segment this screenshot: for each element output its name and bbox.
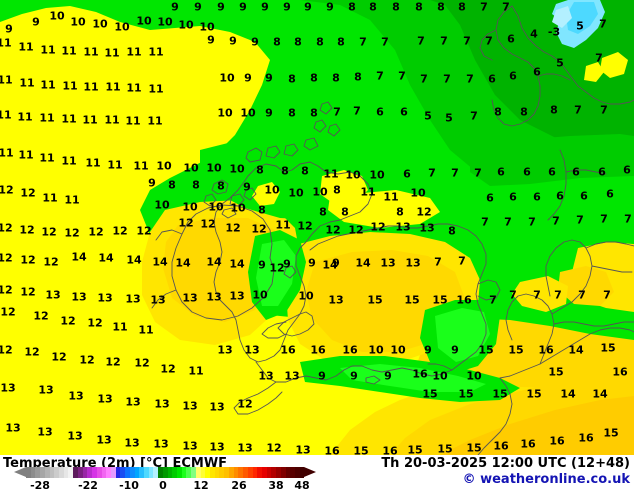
- scotland-warm-patch-c: [252, 182, 280, 206]
- temperature-map[interactable]: 9 9 10 10 10 10 10 10 10 10 9 9 9 9 9 9 9 9 8 8 8 8 8 8 7 7 11 11 11…: [0, 0, 634, 455]
- color-swatch: [40, 467, 45, 478]
- scale-tick-label: 0: [159, 479, 167, 490]
- color-swatch: [290, 467, 295, 478]
- cold-cyan-edge: [552, 6, 572, 28]
- northern-england-warm: [328, 190, 440, 228]
- color-swatch: [77, 467, 83, 478]
- color-swatch: [181, 467, 187, 478]
- irish-sea-cool-core: [256, 240, 296, 306]
- north-sea-cooler-band: [470, 134, 634, 186]
- color-swatch: [299, 467, 305, 478]
- color-swatch: [280, 467, 286, 478]
- color-swatch: [87, 467, 93, 478]
- coastlines: [151, 5, 634, 455]
- color-swatch: [172, 467, 177, 478]
- color-swatch: [110, 467, 116, 478]
- north-sea-cool-core: [435, 308, 490, 362]
- scale-arrow-right-icon: [304, 467, 316, 477]
- forecast-run-info: Th 20-03-2025 12:00 UTC (12+48): [381, 456, 630, 471]
- color-swatch: [120, 467, 126, 478]
- scale-tick-label: -22: [78, 479, 98, 490]
- color-scale-bar: [14, 467, 316, 478]
- color-swatch: [134, 467, 140, 478]
- color-swatch: [54, 467, 60, 478]
- color-swatch: [106, 467, 111, 478]
- color-swatch: [210, 467, 215, 478]
- scale-tick-label: 12: [193, 479, 209, 490]
- color-swatch: [35, 467, 41, 478]
- color-swatch: [73, 467, 78, 478]
- map-graphics: [0, 0, 634, 455]
- scale-tick-label: 26: [231, 479, 247, 490]
- color-swatch: [153, 467, 159, 478]
- color-swatch: [233, 467, 239, 478]
- color-swatch: [162, 467, 168, 478]
- color-swatch: [276, 467, 281, 478]
- color-swatch: [30, 467, 36, 478]
- color-swatch: [82, 467, 88, 478]
- color-swatch: [125, 467, 130, 478]
- color-swatch: [139, 467, 144, 478]
- scale-arrow-left-icon: [14, 467, 26, 477]
- norway-warm-patch-1: [600, 52, 628, 78]
- color-swatch: [294, 467, 300, 478]
- color-swatch: [257, 467, 262, 478]
- color-swatch: [191, 467, 196, 478]
- color-swatch: [68, 467, 74, 478]
- color-swatch: [200, 467, 206, 478]
- color-swatch: [186, 467, 192, 478]
- color-swatch: [44, 467, 50, 478]
- color-swatch: [101, 467, 107, 478]
- color-swatch: [266, 467, 272, 478]
- norway-warm-patch-2: [584, 62, 604, 82]
- color-swatch: [148, 467, 154, 478]
- color-swatches: [26, 467, 305, 478]
- color-swatch: [92, 467, 97, 478]
- color-swatch: [252, 467, 258, 478]
- color-swatch: [238, 467, 244, 478]
- color-swatch: [143, 467, 149, 478]
- cold-cyan-core: [566, 2, 598, 34]
- color-swatch: [49, 467, 55, 478]
- color-swatch: [177, 467, 182, 478]
- color-swatch: [129, 467, 135, 478]
- color-swatch: [205, 467, 211, 478]
- color-swatch: [59, 467, 64, 478]
- color-swatch: [224, 467, 229, 478]
- color-swatch: [195, 467, 201, 478]
- scale-tick-label: 48: [294, 479, 310, 490]
- warm-region-france-inner: [440, 396, 634, 455]
- color-swatch: [247, 467, 253, 478]
- color-swatch: [261, 467, 267, 478]
- scotland-cool-region: [200, 140, 370, 220]
- copyright-notice: © weatheronline.co.uk: [462, 472, 630, 487]
- color-swatch: [219, 467, 225, 478]
- scale-tick-label: 38: [268, 479, 284, 490]
- color-swatch: [228, 467, 234, 478]
- color-swatch: [96, 467, 102, 478]
- color-swatch: [285, 467, 291, 478]
- color-swatch: [26, 467, 31, 478]
- color-swatch: [271, 467, 277, 478]
- color-swatch: [243, 467, 248, 478]
- scale-tick-label: -10: [119, 479, 139, 490]
- scale-tick-label: -28: [30, 479, 50, 490]
- color-swatch: [63, 467, 69, 478]
- color-swatch: [214, 467, 220, 478]
- color-swatch: [167, 467, 173, 478]
- color-swatch: [115, 467, 121, 478]
- color-swatch: [158, 467, 163, 478]
- belgium-nl-warm: [512, 276, 568, 312]
